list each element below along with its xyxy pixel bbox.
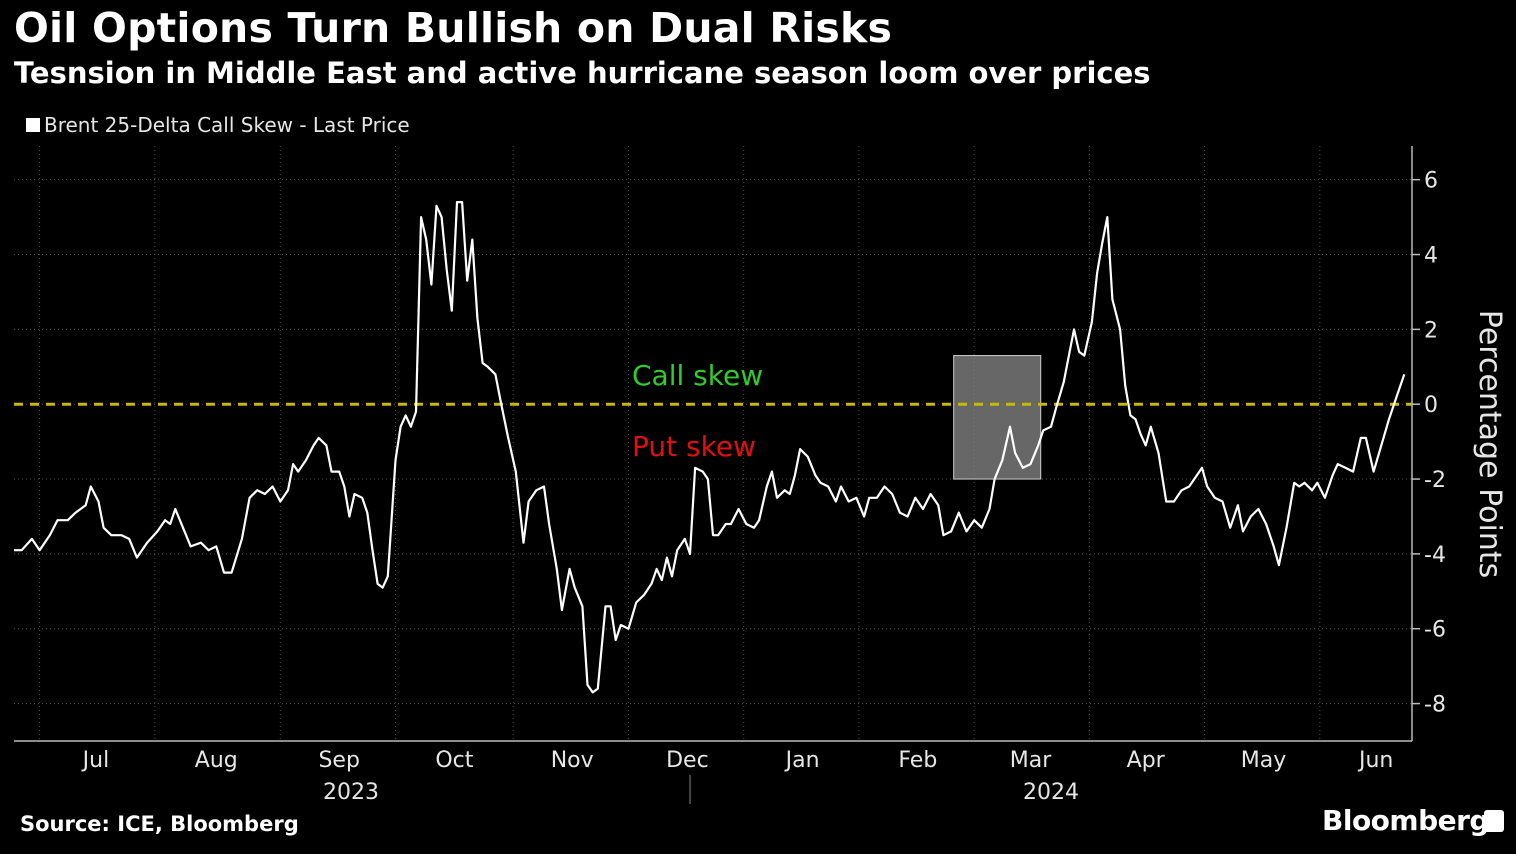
x-tick-label: May <box>1241 748 1286 773</box>
y-tick-label: -8 <box>1424 693 1446 718</box>
x-tick-label: Nov <box>551 748 594 773</box>
highlight-box <box>953 355 1042 480</box>
x-tick-label: Jan <box>784 748 820 773</box>
terminal-icon <box>1484 810 1504 832</box>
y-tick-label: -2 <box>1424 468 1446 493</box>
y-tick-label: 0 <box>1424 393 1438 418</box>
y-tick-label: 4 <box>1424 244 1438 269</box>
source-note: Source: ICE, Bloomberg <box>20 812 299 836</box>
x-tick-label: Sep <box>318 748 359 773</box>
legend-swatch <box>26 118 40 132</box>
legend-label: Brent 25-Delta Call Skew - Last Price <box>44 113 410 137</box>
y-tick-label: -4 <box>1424 543 1446 568</box>
x-tick-label: Mar <box>1010 748 1052 773</box>
y-tick-label: -6 <box>1424 618 1446 643</box>
y-axis-title: Percentage Points <box>1472 310 1507 578</box>
x-tick-label: Jun <box>1357 748 1393 773</box>
x-tick-label: Feb <box>898 748 937 773</box>
x-tick-label: Oct <box>435 748 473 773</box>
y-tick-label: 6 <box>1424 169 1438 194</box>
chart-title: Oil Options Turn Bullish on Dual Risks <box>14 4 893 52</box>
put-skew-annotation: Put skew <box>632 430 756 463</box>
chart-subtitle: Tesnsion in Middle East and active hurri… <box>14 56 1151 90</box>
year-label: 2023 <box>323 780 379 805</box>
legend: Brent 25-Delta Call Skew - Last Price <box>26 113 410 137</box>
y-tick-label: 2 <box>1424 318 1438 343</box>
call-skew-annotation: Call skew <box>632 359 763 392</box>
x-tick-label: Jul <box>81 748 110 773</box>
x-tick-label: Apr <box>1127 748 1166 773</box>
series-line <box>14 201 1406 694</box>
x-tick-label: Aug <box>195 748 238 773</box>
year-label: 2024 <box>1023 780 1079 805</box>
bloomberg-logo: Bloomberg <box>1322 804 1489 837</box>
x-tick-label: Dec <box>666 748 709 773</box>
